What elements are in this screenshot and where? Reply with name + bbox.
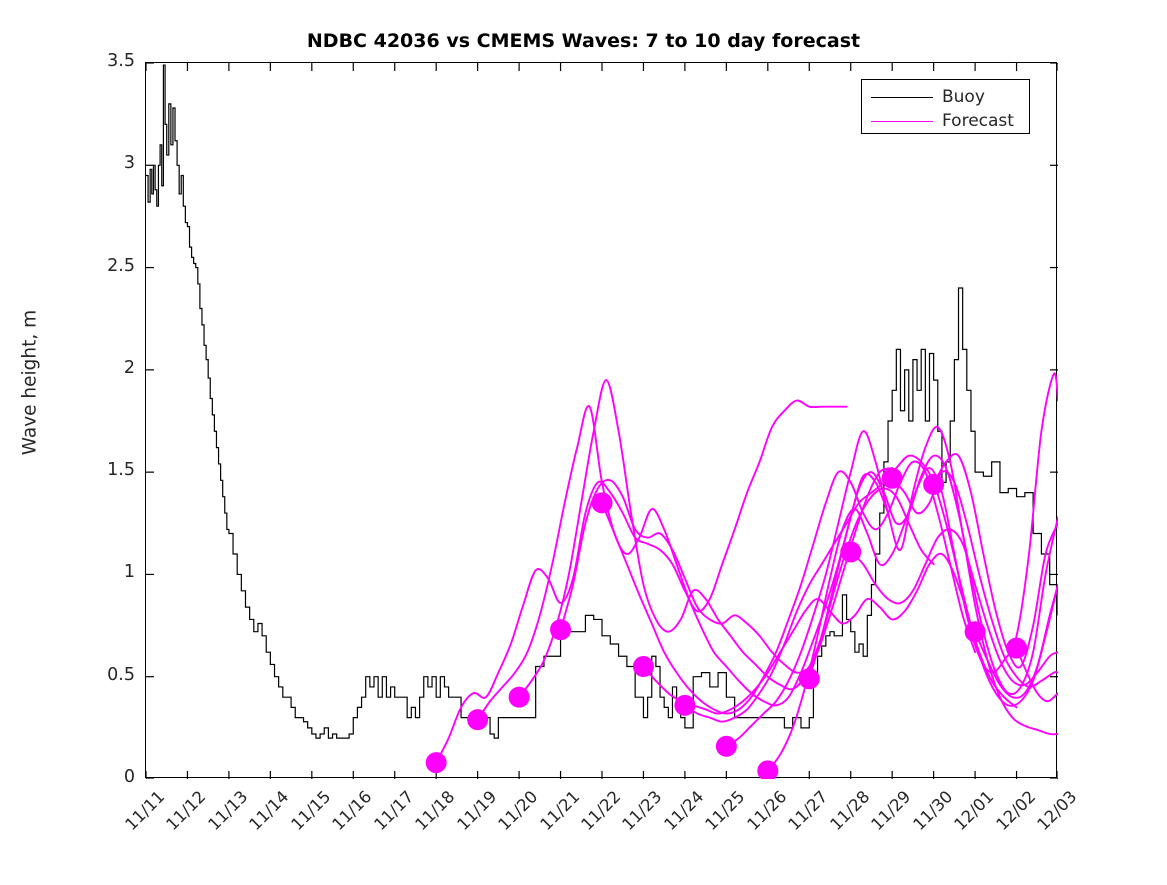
forecast-start-marker-11-27 <box>798 668 820 690</box>
forecast-start-marker-11-30 <box>923 473 945 495</box>
y-tick-label-1: 1 <box>123 562 135 583</box>
series-forecast-run-2 <box>476 405 889 721</box>
forecast-start-marker-11-18 <box>425 752 447 774</box>
y-tick-label-2: 2 <box>123 357 135 378</box>
series-forecast-run-3 <box>518 379 894 699</box>
series-forecast-run-14 <box>974 583 1058 699</box>
forecast-start-marker-11-22 <box>591 492 613 514</box>
plot-canvas <box>146 63 1058 779</box>
series-forecast-run-15 <box>1015 647 1058 703</box>
forecast-start-markers <box>425 467 1028 779</box>
y-tick-label-3p5: 3.5 <box>107 51 135 71</box>
forecast-start-marker-11-29 <box>881 467 903 489</box>
y-tick-label-0: 0 <box>123 767 135 787</box>
legend-swatch-buoy <box>871 96 933 98</box>
legend-item-buoy: Buoy <box>862 85 1029 109</box>
forecast-start-marker-12-01 <box>964 621 986 643</box>
series-forecast-run-11 <box>849 528 1058 687</box>
plot-area <box>145 62 1058 779</box>
y-tick-label-2p5: 2.5 <box>107 255 135 276</box>
series-forecast-run-5 <box>601 460 977 715</box>
y-tick-label-0p5: 0.5 <box>107 664 135 685</box>
forecast-start-marker-12-02 <box>1006 637 1028 659</box>
legend-label-forecast: Forecast <box>942 110 1014 131</box>
forecast-start-marker-11-26 <box>757 760 779 779</box>
y-tick-label-3: 3 <box>123 153 135 174</box>
y-axis-title: Wave height, m <box>19 309 41 456</box>
forecast-start-marker-11-24 <box>674 694 696 716</box>
legend-swatch-forecast <box>871 120 933 122</box>
legend: Buoy Forecast <box>861 79 1030 134</box>
series-buoy <box>146 64 1058 739</box>
series-forecast-run-10 <box>808 454 1058 696</box>
forecast-start-marker-11-21 <box>550 619 572 641</box>
series-forecast-run-4 <box>559 479 935 674</box>
legend-label-buoy: Buoy <box>942 86 985 107</box>
chart-title: NDBC 42036 vs CMEMS Waves: 7 to 10 day f… <box>306 30 861 52</box>
y-tick-label-1p5: 1.5 <box>107 460 135 481</box>
forecast-start-marker-11-23 <box>632 655 654 677</box>
series-forecast-run-6 <box>642 552 1018 715</box>
forecast-start-marker-11-25 <box>715 735 737 757</box>
series-forecast-run-13 <box>932 452 1058 669</box>
series-forecast-run-7 <box>683 454 1058 723</box>
series-forecast-run-8 <box>725 425 1058 748</box>
series-forecast-run-12 <box>891 470 1058 688</box>
forecast-start-marker-11-19 <box>467 709 489 731</box>
forecast-start-marker-11-28 <box>840 541 862 563</box>
forecast-start-marker-11-20 <box>508 686 530 708</box>
series-forecast-run-1 <box>435 399 848 764</box>
legend-item-forecast: Forecast <box>862 109 1029 133</box>
series-forecast-run-9 <box>766 372 1058 772</box>
